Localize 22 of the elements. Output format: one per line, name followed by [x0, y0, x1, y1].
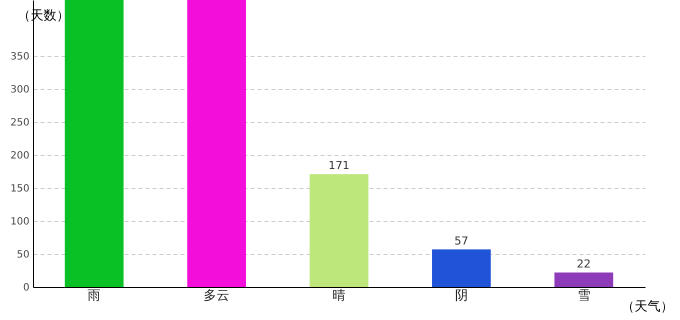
y-tick-label: 350	[10, 52, 30, 63]
bar	[432, 249, 491, 287]
data-label: 22	[576, 257, 591, 270]
y-tick-label: 300	[10, 84, 30, 96]
y-tick-label: 250	[10, 118, 30, 129]
bar	[310, 174, 368, 287]
x-axis-title: （天气）	[622, 300, 674, 314]
y-tick-label: 150	[10, 184, 30, 195]
bar	[187, 0, 246, 287]
bar	[64, 0, 124, 287]
y-tick-label: 0	[23, 282, 30, 294]
x-tick-label: 晴	[332, 288, 346, 304]
x-tick-label: 雪	[577, 288, 590, 304]
data-label: 171	[328, 159, 350, 172]
x-tick-label: 多云	[204, 288, 230, 304]
y-tick-label: 200	[10, 150, 30, 162]
bar	[554, 272, 614, 287]
y-tick-label: 50	[16, 250, 30, 261]
y-tick-label: 100	[10, 216, 30, 228]
x-tick-label: 雨	[88, 288, 101, 304]
data-label: 57	[454, 234, 468, 248]
x-tick-label: 阴	[454, 288, 468, 304]
